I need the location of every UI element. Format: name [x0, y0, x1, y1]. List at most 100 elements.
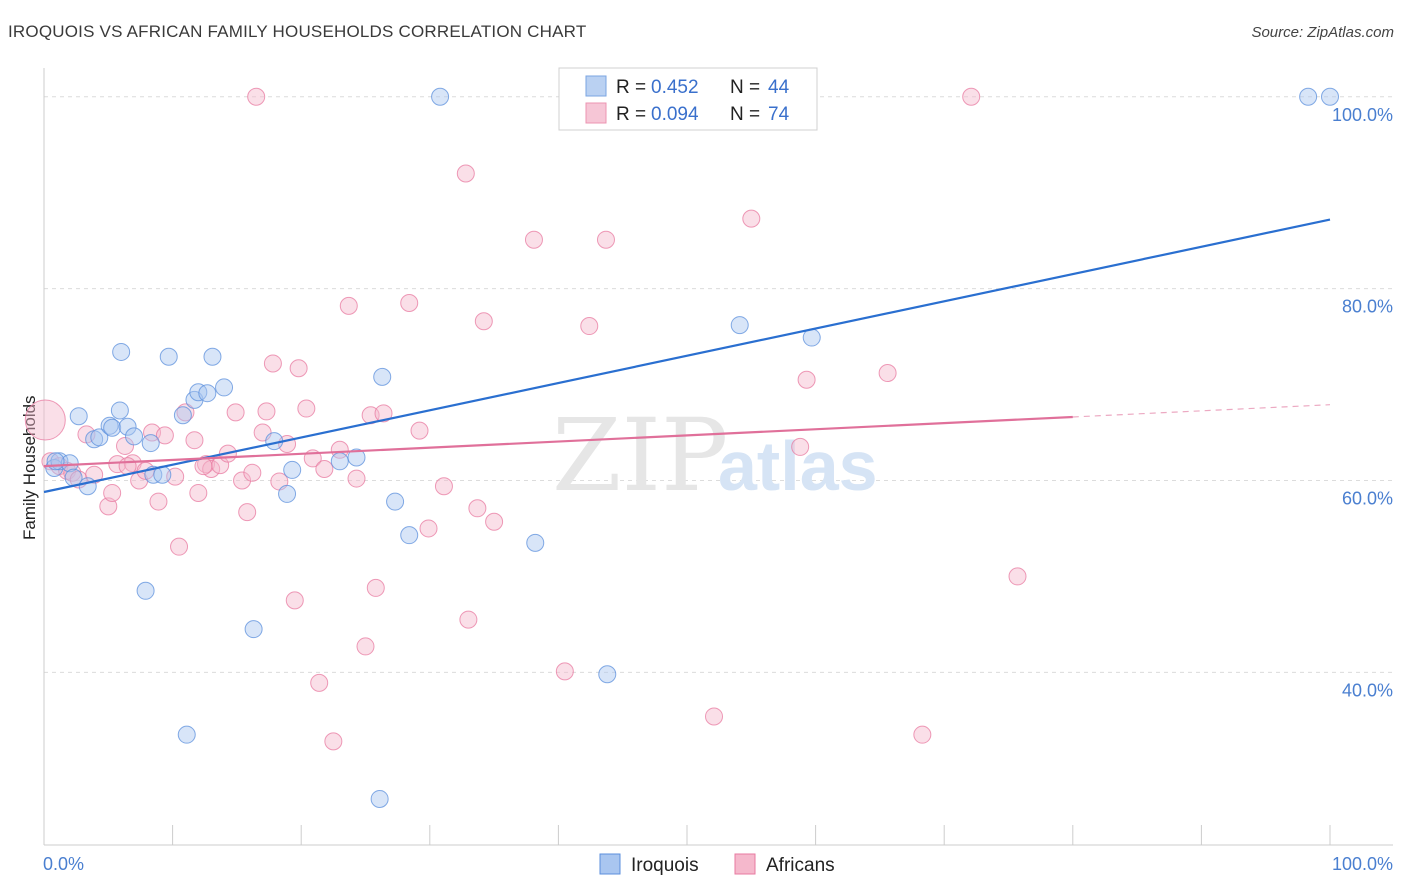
africans-trend-line [43, 415, 1073, 468]
legend-swatch-iroquois [585, 75, 607, 97]
y-tick-labels: 40.0% 60.0% 80.0% 100.0% [1332, 105, 1393, 701]
series-iroquois-points [45, 87, 1339, 808]
iroquois-point-31 [347, 448, 366, 467]
africans-point-11 [116, 436, 135, 455]
africans-point-56 [459, 610, 478, 629]
bottom-legend-label-iroquois: Iroquois [631, 855, 699, 876]
iroquois-point-25 [215, 378, 234, 397]
x-tick-label-max: 100.0% [1332, 854, 1393, 874]
africans-point-67 [797, 370, 816, 389]
africans-point-19 [170, 537, 189, 556]
africans-point-0 [24, 399, 66, 441]
africans-trend-line-extension [1072, 404, 1331, 418]
africans-point-63 [596, 230, 615, 249]
africans-point-31 [247, 87, 266, 106]
africans-point-37 [285, 591, 304, 610]
iroquois-point-23 [198, 384, 217, 403]
watermark-zip: ZIP [552, 397, 728, 514]
africans-point-61 [555, 662, 574, 681]
africans-point-8 [99, 497, 118, 516]
watermark: ZIP atlas [552, 397, 878, 514]
iroquois-point-19 [173, 406, 192, 425]
africans-point-60 [524, 230, 543, 249]
iroquois-point-36 [431, 87, 450, 106]
africans-point-22 [189, 483, 208, 502]
legend-n-value-iroquois: 44 [768, 77, 790, 98]
africans-point-53 [419, 519, 438, 538]
africans-point-21 [185, 431, 204, 450]
iroquois-point-28 [278, 484, 297, 503]
africans-point-17 [155, 426, 174, 445]
africans-point-65 [742, 209, 761, 228]
iroquois-point-33 [373, 367, 392, 386]
iroquois-point-11 [112, 342, 131, 361]
iroquois-point-13 [125, 427, 144, 446]
africans-point-39 [297, 399, 316, 418]
watermark-atlas: atlas [718, 427, 878, 505]
africans-point-23 [197, 455, 216, 474]
bottom-legend-swatch-africans [734, 853, 756, 875]
africans-point-50 [374, 404, 393, 423]
legend-r-value-iroquois: 0.452 [651, 77, 699, 98]
africans-point-71 [1008, 567, 1027, 586]
y-axis-label: Family Households [20, 395, 39, 540]
iroquois-point-22 [189, 383, 208, 402]
iroquois-point-42 [1321, 87, 1339, 106]
x-tick-label-min: 0.0% [43, 854, 84, 874]
africans-point-43 [324, 732, 343, 751]
iroquois-point-43 [46, 452, 65, 471]
africans-point-58 [474, 312, 493, 331]
africans-point-54 [434, 477, 453, 496]
iroquois-point-14 [136, 581, 155, 600]
africans-point-34 [263, 354, 282, 373]
africans-point-52 [410, 421, 429, 440]
africans-point-28 [233, 471, 252, 490]
iroquois-point-10 [110, 401, 129, 420]
iroquois-trend-line [43, 218, 1331, 494]
africans-point-45 [339, 296, 358, 315]
iroquois-point-7 [90, 428, 109, 447]
legend-n-value-africans: 74 [768, 104, 790, 125]
iroquois-point-34 [386, 492, 405, 511]
africans-point-30 [243, 463, 262, 482]
iroquois-point-30 [330, 452, 349, 471]
iroquois-point-4 [69, 407, 88, 426]
iroquois-point-5 [78, 477, 97, 496]
grid-lines [44, 96, 1393, 673]
source-label: Source: ZipAtlas.com [1251, 24, 1394, 41]
africans-point-70 [962, 87, 981, 106]
iroquois-point-37 [526, 533, 545, 552]
africans-point-27 [226, 403, 245, 422]
iroquois-point-29 [283, 460, 302, 479]
africans-point-64 [705, 707, 724, 726]
iroquois-point-24 [203, 347, 222, 366]
iroquois-point-2 [60, 454, 79, 473]
legend-r-label-africans: R = [616, 104, 646, 125]
bottom-legend-swatch-iroquois [599, 853, 621, 875]
legend-swatch-africans [585, 102, 607, 124]
legend-box: R = 0.452 N = 44 R = 0.094 N = 74 [558, 67, 818, 131]
africans-point-47 [356, 637, 375, 656]
legend-n-label-africans: N = [730, 104, 760, 125]
africans-point-57 [468, 499, 487, 518]
africans-point-41 [310, 673, 329, 692]
africans-point-59 [485, 512, 504, 531]
africans-point-62 [580, 317, 599, 336]
africans-point-20 [176, 403, 195, 422]
africans-point-38 [289, 359, 308, 378]
africans-point-9 [103, 483, 122, 502]
iroquois-point-26 [244, 620, 263, 639]
africans-point-66 [791, 437, 810, 456]
y-tick-label-100: 100.0% [1332, 105, 1393, 125]
iroquois-point-35 [400, 526, 419, 545]
africans-point-7 [85, 465, 104, 484]
legend-r-label-iroquois: R = [616, 77, 646, 98]
bottom-legend-label-africans: Africans [766, 855, 835, 876]
africans-point-46 [347, 469, 366, 488]
iroquois-point-20 [177, 725, 196, 744]
bottom-legend: Iroquois Africans [599, 853, 835, 876]
trend-lines [43, 218, 1331, 494]
iroquois-point-9 [103, 418, 122, 437]
africans-point-16 [149, 492, 168, 511]
